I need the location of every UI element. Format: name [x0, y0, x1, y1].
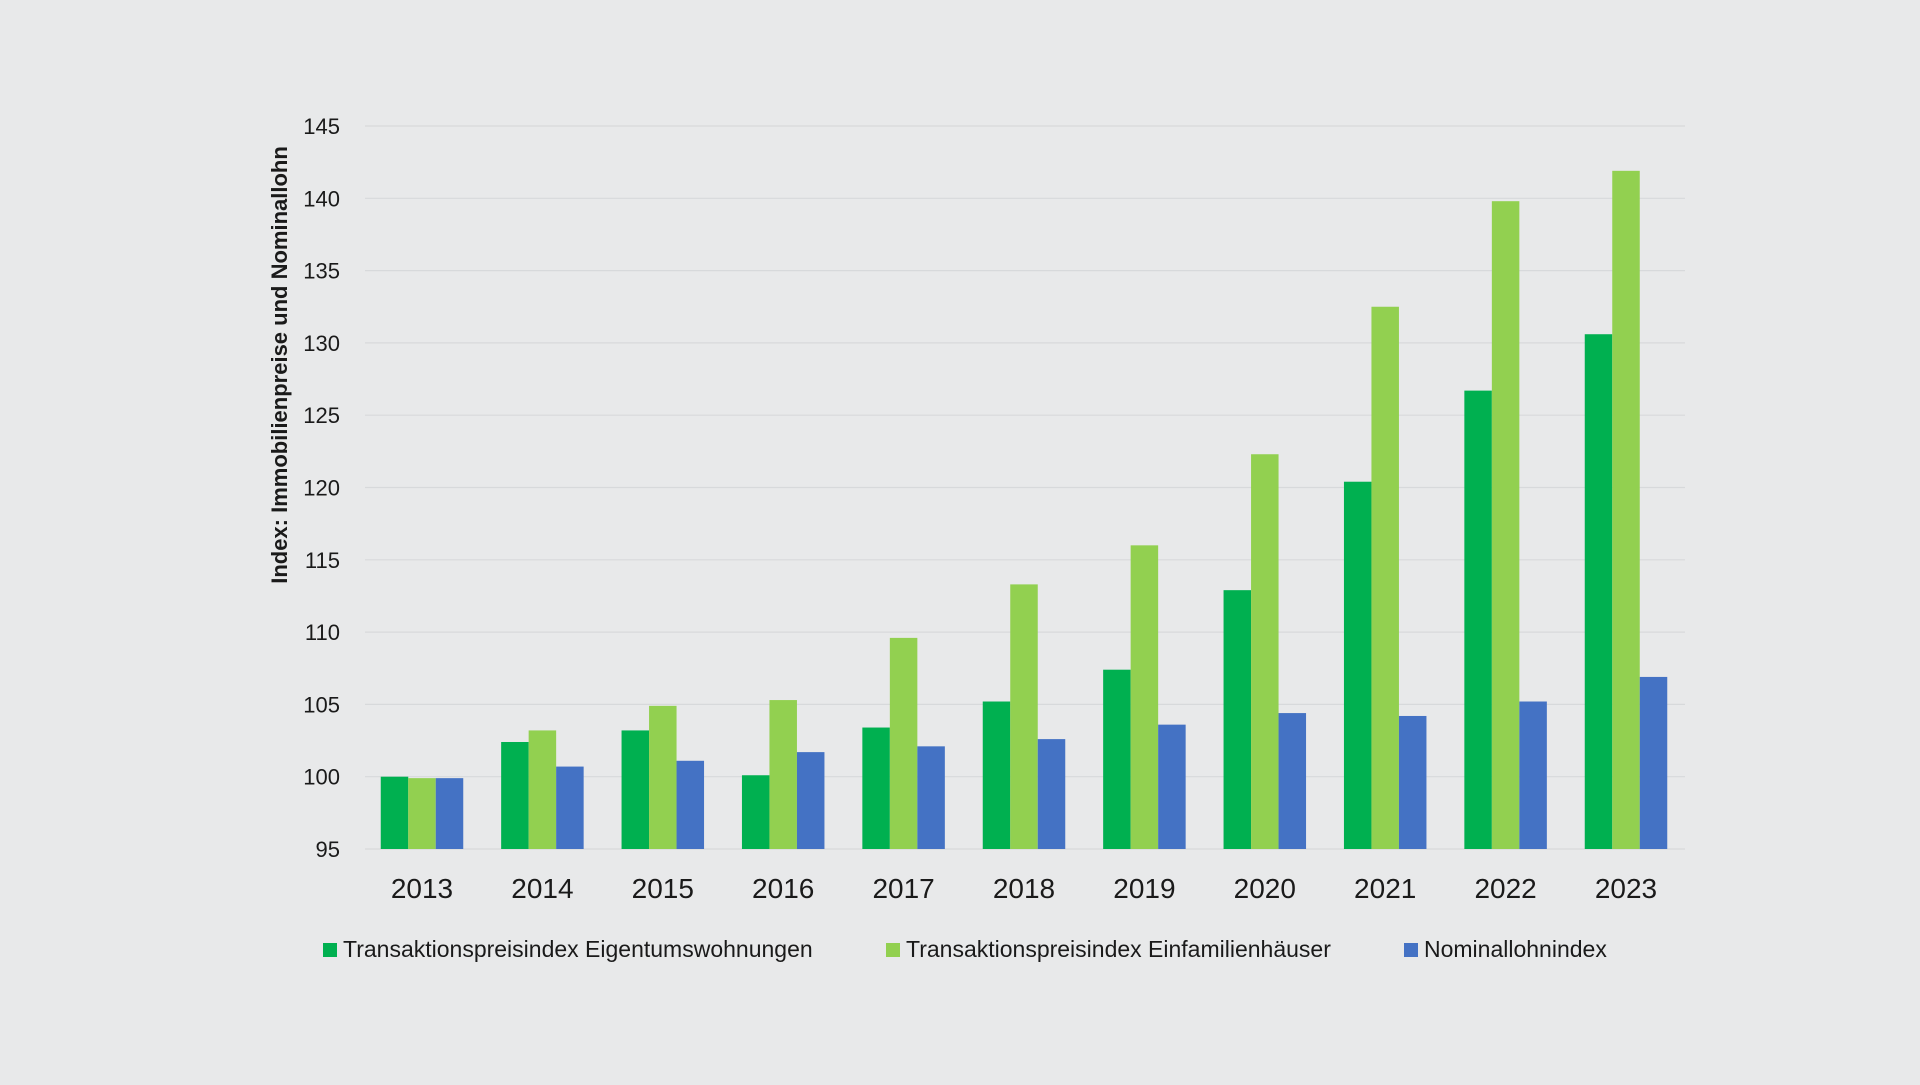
- x-tick-label: 2021: [1354, 873, 1416, 904]
- y-tick-label: 110: [305, 620, 340, 645]
- bar-2018-series-1: [982, 701, 1011, 849]
- y-tick-label: 115: [305, 548, 340, 573]
- bar-2021-series-2: [1371, 306, 1399, 849]
- bar-2022-series-3: [1519, 701, 1547, 849]
- bar-2021-series-1: [1343, 481, 1372, 849]
- x-tick-label: 2017: [872, 873, 934, 904]
- legend-swatch-2: [886, 943, 900, 957]
- legend-swatch-1: [323, 943, 337, 957]
- bar-2023-series-2: [1612, 170, 1640, 850]
- legend-label-3: Nominallohnindex: [1424, 936, 1607, 962]
- y-tick-label: 140: [303, 186, 340, 211]
- bar-2014-series-2: [528, 730, 557, 849]
- x-tick-label: 2023: [1595, 873, 1657, 904]
- x-tick-label: 2014: [511, 873, 573, 904]
- y-tick-label: 100: [303, 765, 340, 790]
- legend-label-1: Transaktionspreisindex Eigentumswohnunge…: [343, 936, 813, 962]
- bar-2020-series-3: [1278, 713, 1307, 849]
- bar-2022-series-2: [1491, 201, 1520, 849]
- bar-2023-series-3: [1639, 676, 1668, 849]
- bar-2015-series-1: [621, 730, 650, 849]
- bar-2015-series-2: [649, 705, 677, 849]
- bar-2023-series-1: [1584, 334, 1613, 849]
- x-tick-label: 2018: [993, 873, 1055, 904]
- y-axis-ticks: 95 100 105 110 115 120 125 130 135 140 145: [303, 114, 340, 862]
- bar-2016-series-3: [796, 752, 825, 849]
- bars: [380, 170, 1668, 850]
- bar-2021-series-3: [1398, 715, 1427, 849]
- x-axis-ticks: 2013 2014 2015 2016 2017 2018 2019 2020 2021 2022…: [391, 873, 1657, 904]
- y-tick-label: 125: [303, 403, 340, 428]
- y-tick-label: 105: [303, 692, 340, 717]
- bar-2017-series-1: [862, 727, 890, 849]
- y-tick-label: 130: [303, 331, 340, 356]
- x-tick-label: 2016: [752, 873, 814, 904]
- y-tick-label: 95: [316, 837, 340, 862]
- y-tick-label: 135: [303, 259, 340, 284]
- y-axis-title: Index: Immobilienpreise und Nominallohn: [267, 146, 292, 584]
- bar-2013-series-1: [380, 776, 409, 849]
- bar-2019-series-1: [1103, 669, 1131, 849]
- x-tick-label: 2022: [1474, 873, 1536, 904]
- y-tick-label: 145: [303, 114, 340, 139]
- bar-2015-series-3: [676, 760, 705, 849]
- bar-2014-series-3: [556, 766, 584, 849]
- bar-2020-series-2: [1251, 454, 1279, 849]
- bar-2018-series-3: [1037, 739, 1066, 849]
- gridlines: [365, 125, 1685, 850]
- legend-label-2: Transaktionspreisindex Einfamilienhäuser: [906, 936, 1331, 962]
- bar-2016-series-1: [741, 775, 770, 849]
- bar-2017-series-3: [917, 746, 945, 849]
- bar-2017-series-2: [889, 637, 918, 849]
- x-tick-label: 2019: [1113, 873, 1175, 904]
- bar-2019-series-3: [1158, 724, 1186, 849]
- bar-2022-series-1: [1464, 390, 1492, 849]
- bar-2019-series-2: [1130, 545, 1159, 849]
- bar-2018-series-2: [1010, 584, 1038, 849]
- bar-2013-series-3: [435, 778, 464, 849]
- y-tick-label: 120: [303, 476, 340, 501]
- x-tick-label: 2015: [632, 873, 694, 904]
- x-tick-label: 2013: [391, 873, 453, 904]
- bar-2014-series-1: [501, 741, 529, 849]
- bar-2020-series-1: [1223, 590, 1252, 849]
- legend: Transaktionspreisindex Eigentumswohnunge…: [323, 936, 1607, 962]
- bar-2016-series-2: [769, 700, 797, 849]
- bar-2013-series-2: [408, 778, 436, 849]
- legend-swatch-3: [1404, 943, 1418, 957]
- x-tick-label: 2020: [1234, 873, 1296, 904]
